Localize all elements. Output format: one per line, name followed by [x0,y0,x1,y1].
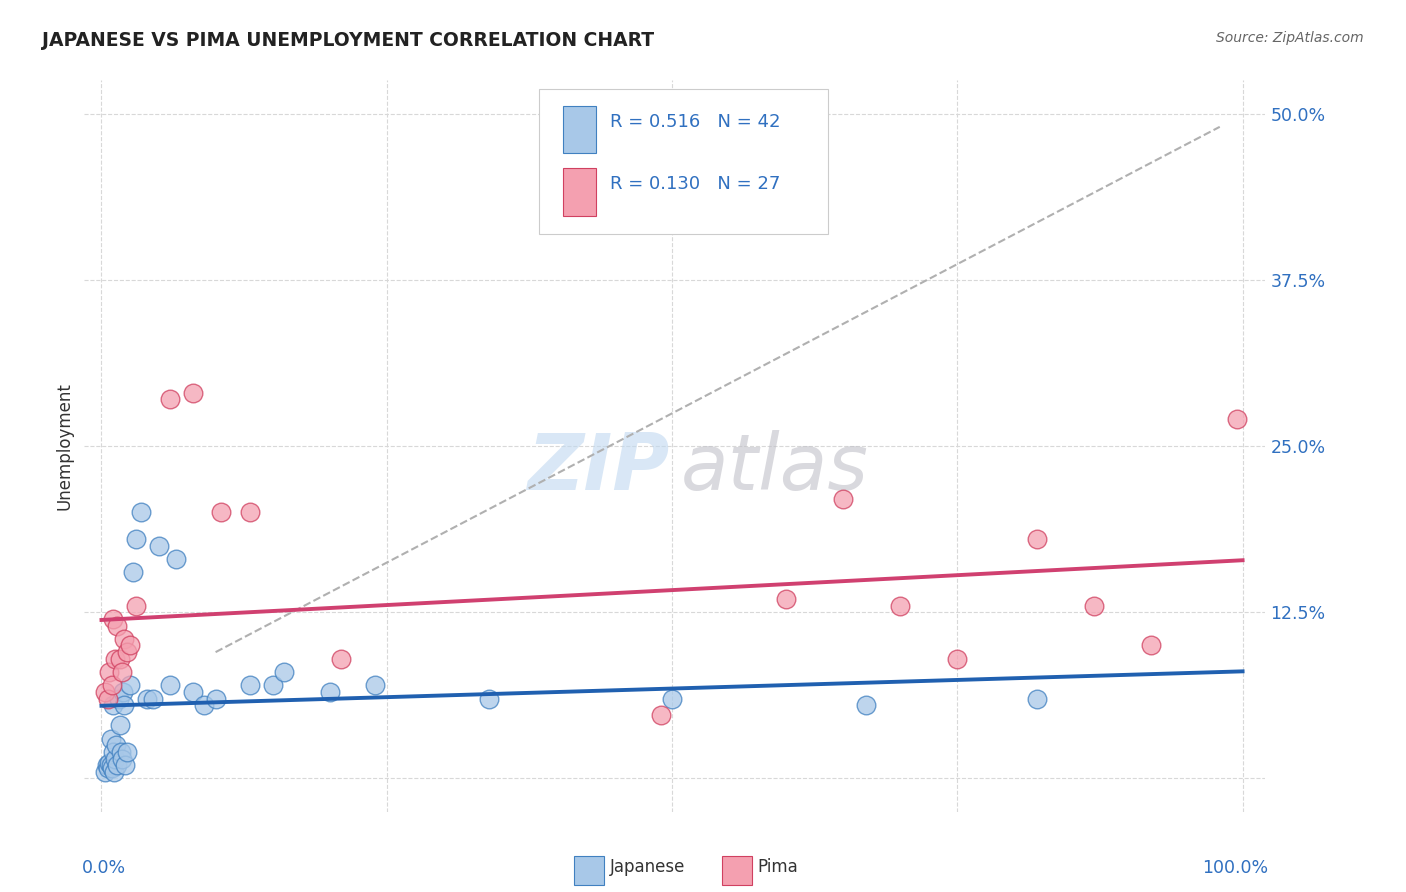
Point [108,652,131,666]
Point [855,698,877,713]
Point [262,678,284,692]
Point [181,685,204,699]
Point [125,599,148,613]
Point [478,691,501,706]
Point [889,599,911,613]
Point [159,678,181,692]
FancyBboxPatch shape [538,89,828,234]
Point [1026,532,1049,546]
Point [107,618,129,632]
Point [1026,691,1049,706]
Point [112,685,135,699]
Text: ZIP: ZIP [527,430,669,506]
Point [104,652,127,666]
Point [1140,639,1163,653]
Point [100,758,122,772]
Point [94,764,117,779]
Point [946,652,969,666]
Point [101,612,124,626]
Point [100,678,122,692]
Point [136,691,159,706]
Point [181,385,204,400]
Text: Pima: Pima [758,857,799,876]
Point [159,392,181,407]
Point [318,685,340,699]
Point [115,745,138,759]
Text: Japanese: Japanese [610,857,685,876]
Text: 100.0%: 100.0% [1202,859,1268,877]
Point [107,691,129,706]
FancyBboxPatch shape [723,855,752,885]
Point [1226,412,1249,426]
Point [104,751,127,765]
Point [112,698,135,713]
Point [165,552,187,566]
Point [118,678,141,692]
Point [239,678,262,692]
Text: Source: ZipAtlas.com: Source: ZipAtlas.com [1216,31,1364,45]
Point [131,506,153,520]
Point [111,665,134,679]
Point [775,591,797,606]
Point [661,691,683,706]
Text: atlas: atlas [681,430,869,506]
Point [832,492,855,507]
Point [103,764,125,779]
Text: R = 0.516   N = 42: R = 0.516 N = 42 [610,113,780,131]
Point [100,731,122,746]
Point [107,758,129,772]
FancyBboxPatch shape [575,855,605,885]
Point [105,738,128,752]
Text: 0.0%: 0.0% [82,859,127,877]
Point [204,691,226,706]
FancyBboxPatch shape [562,168,596,216]
Point [98,665,121,679]
Point [97,761,120,775]
Point [1083,599,1105,613]
Text: JAPANESE VS PIMA UNEMPLOYMENT CORRELATION CHART: JAPANESE VS PIMA UNEMPLOYMENT CORRELATIO… [42,31,654,50]
Text: R = 0.130   N = 27: R = 0.130 N = 27 [610,176,780,194]
Point [364,678,387,692]
Point [94,685,117,699]
Point [96,758,118,772]
Point [101,698,124,713]
Point [125,532,148,546]
Point [148,539,170,553]
Point [114,758,136,772]
Y-axis label: Unemployment: Unemployment [55,382,73,510]
Point [650,707,672,722]
Point [100,761,122,775]
Point [118,639,141,653]
Point [112,632,135,646]
Point [111,751,134,765]
Point [209,506,232,520]
Point [142,691,165,706]
FancyBboxPatch shape [562,106,596,153]
Point [101,745,124,759]
Point [122,566,145,580]
Point [115,645,138,659]
Point [193,698,215,713]
Point [330,652,353,666]
Point [239,506,262,520]
Point [108,718,131,732]
Point [273,665,295,679]
Point [97,691,120,706]
Point [98,756,121,770]
Point [110,745,132,759]
